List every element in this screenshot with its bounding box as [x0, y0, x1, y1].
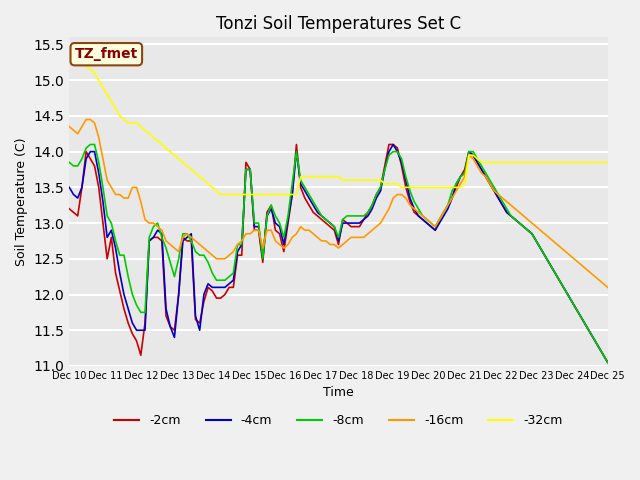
-8cm [351, 213, 359, 219]
-2cm [292, 142, 300, 147]
-4cm [385, 149, 393, 155]
Line: -32cm: -32cm [69, 55, 608, 194]
-32cm [212, 188, 220, 194]
-16cm [351, 234, 359, 240]
Title: Tonzi Soil Temperatures Set C: Tonzi Soil Temperatures Set C [216, 15, 461, 33]
Legend: -2cm, -4cm, -8cm, -16cm, -32cm: -2cm, -4cm, -8cm, -16cm, -32cm [109, 409, 568, 432]
-32cm [65, 52, 73, 58]
-2cm [541, 252, 548, 258]
-8cm [65, 159, 73, 165]
-8cm [86, 142, 94, 147]
-8cm [95, 159, 102, 165]
-4cm [348, 220, 355, 226]
-2cm [65, 206, 73, 212]
-16cm [495, 192, 502, 197]
-8cm [541, 252, 548, 258]
-4cm [541, 252, 548, 258]
-32cm [351, 177, 359, 183]
-32cm [541, 159, 548, 165]
-4cm [495, 195, 502, 201]
Line: -2cm: -2cm [69, 144, 608, 362]
-32cm [389, 181, 397, 187]
-8cm [604, 360, 612, 365]
-8cm [389, 149, 397, 155]
-2cm [495, 195, 502, 201]
Y-axis label: Soil Temperature (C): Soil Temperature (C) [15, 137, 28, 266]
-2cm [212, 295, 220, 301]
-4cm [604, 360, 612, 365]
-2cm [604, 360, 612, 365]
-4cm [65, 184, 73, 190]
-2cm [91, 163, 99, 169]
-2cm [351, 224, 359, 229]
-32cm [91, 70, 99, 76]
-16cm [95, 134, 102, 140]
Line: -8cm: -8cm [69, 144, 608, 362]
-8cm [495, 192, 502, 197]
-16cm [604, 285, 612, 290]
Line: -4cm: -4cm [69, 144, 608, 362]
-32cm [217, 192, 225, 197]
-16cm [83, 117, 90, 122]
-4cm [91, 149, 99, 155]
-4cm [212, 285, 220, 290]
-16cm [217, 256, 225, 262]
X-axis label: Time: Time [323, 386, 354, 399]
-16cm [541, 231, 548, 237]
-8cm [217, 277, 225, 283]
-32cm [604, 159, 612, 165]
-16cm [65, 124, 73, 130]
-32cm [495, 159, 502, 165]
Line: -16cm: -16cm [69, 120, 608, 288]
-16cm [389, 195, 397, 201]
-2cm [389, 142, 397, 147]
Text: TZ_fmet: TZ_fmet [75, 47, 138, 61]
-4cm [389, 142, 397, 147]
